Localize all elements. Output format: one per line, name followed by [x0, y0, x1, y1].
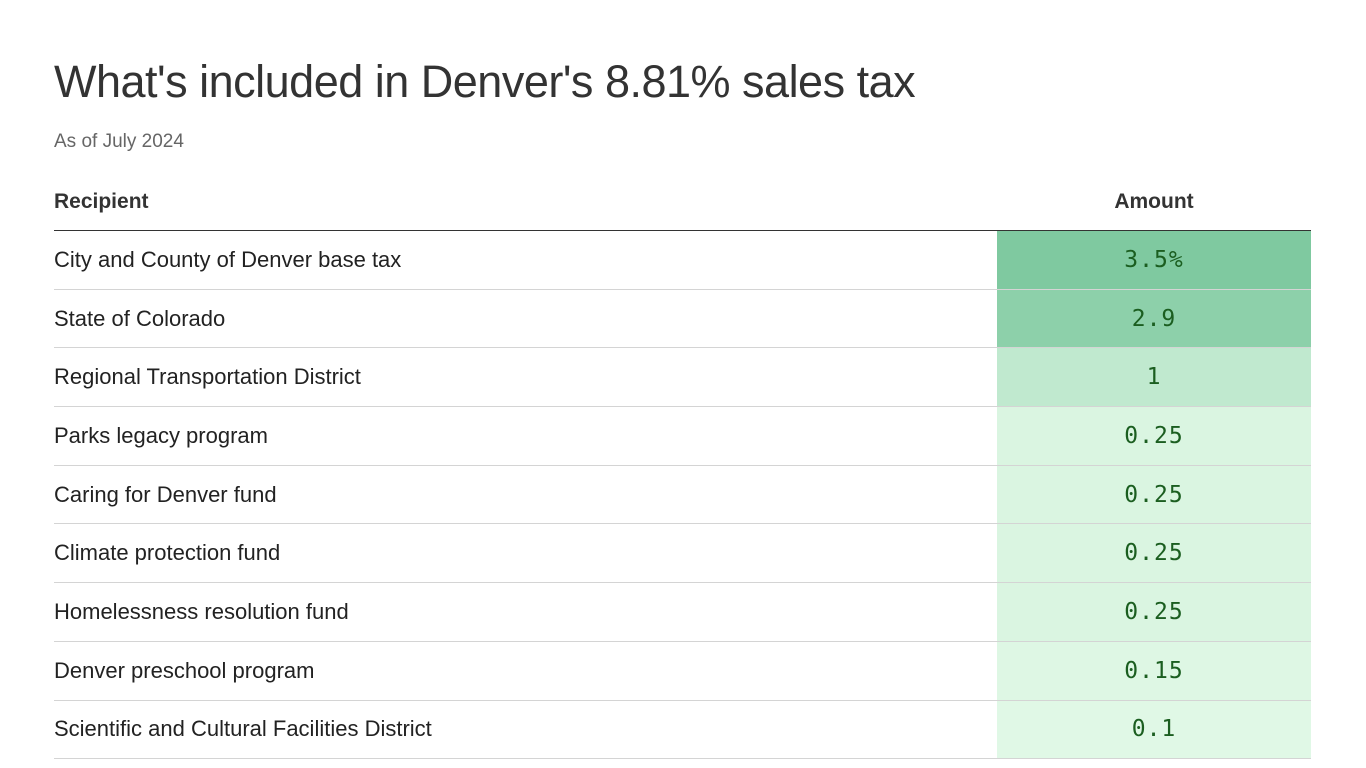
recipient-cell: Scientific and Cultural Facilities Distr…: [54, 716, 432, 742]
recipient-cell: Denver preschool program: [54, 657, 315, 683]
table-row: Scientific and Cultural Facilities Distr…: [54, 700, 1311, 760]
table-row: Denver preschool program 0.15: [54, 641, 1311, 701]
recipient-cell: Climate protection fund: [54, 540, 281, 566]
table-row: Caring for Denver fund 0.25: [54, 465, 1311, 525]
table-row: State of Colorado 2.9: [54, 289, 1311, 349]
chart-subtitle: As of July 2024: [54, 131, 184, 152]
amount-cell: 2.9: [997, 289, 1311, 348]
table-row: Climate protection fund 0.25: [54, 524, 1311, 584]
chart-title: What's included in Denver's 8.81% sales …: [54, 56, 916, 107]
recipient-cell: Caring for Denver fund: [54, 481, 277, 507]
recipient-cell: Regional Transportation District: [54, 364, 361, 390]
table-row: Homelessness resolution fund 0.25: [54, 583, 1311, 642]
amount-cell: 0.25: [997, 583, 1311, 641]
amount-cell: 0.25: [997, 465, 1311, 524]
amount-cell: 0.15: [997, 641, 1311, 700]
amount-cell: 0.25: [997, 524, 1311, 583]
recipient-cell: Parks legacy program: [54, 422, 268, 448]
table-row: City and County of Denver base tax 3.5%: [54, 231, 1311, 290]
amount-cell: 0.1: [997, 700, 1311, 759]
column-header-recipient: Recipient: [54, 190, 149, 213]
table-body: City and County of Denver base tax 3.5% St…: [54, 231, 1311, 760]
amount-cell: 1: [997, 348, 1311, 407]
amount-cell: 0.25: [997, 407, 1311, 465]
recipient-cell: Homelessness resolution fund: [54, 598, 349, 624]
table-row: Parks legacy program 0.25: [54, 407, 1311, 466]
recipient-cell: State of Colorado: [54, 305, 226, 331]
recipient-cell: City and County of Denver base tax: [54, 246, 402, 272]
tax-table: Recipient Amount City and County of Denv…: [54, 176, 1311, 760]
table-header: Recipient Amount: [54, 176, 1311, 231]
amount-cell: 3.5%: [997, 231, 1311, 289]
column-header-amount: Amount: [1114, 190, 1194, 213]
table-row: Regional Transportation District 1: [54, 348, 1311, 408]
